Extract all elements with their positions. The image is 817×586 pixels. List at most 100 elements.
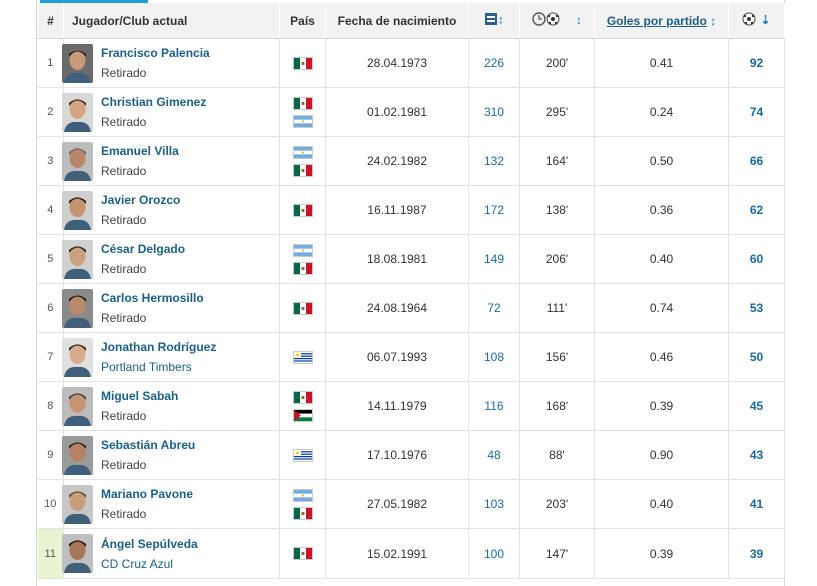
appearances-link[interactable]: 172 bbox=[483, 203, 505, 217]
appearances-link[interactable]: 116 bbox=[484, 399, 504, 413]
player-photo[interactable] bbox=[62, 43, 93, 83]
table-right-border bbox=[784, 0, 785, 586]
player-photo[interactable] bbox=[62, 484, 93, 524]
player-photo[interactable] bbox=[62, 190, 93, 230]
minutes-per-goal-cell: 156' bbox=[519, 332, 595, 382]
player-name-link[interactable]: Miguel Sabah bbox=[101, 389, 179, 403]
minutes-sort-header[interactable]: ↕ bbox=[519, 3, 595, 39]
appearances-link[interactable]: 100 bbox=[483, 546, 505, 561]
goals-link[interactable]: 66 bbox=[749, 154, 764, 168]
player-name-link[interactable]: Christian Gimenez bbox=[101, 95, 207, 109]
table-row: 2 Christian Gimenez Retirado 01.02.1981 … bbox=[37, 87, 785, 137]
player-cell: Mariano Pavone Retirado bbox=[62, 479, 280, 529]
player-name-link[interactable]: Sebastián Abreu bbox=[101, 438, 196, 452]
table-row: 8 Miguel Sabah Retirado 14.11.1979 116 1… bbox=[37, 381, 785, 431]
country-cell bbox=[279, 283, 326, 333]
minutes-per-goal-cell: 164' bbox=[519, 136, 595, 186]
country-cell bbox=[279, 234, 326, 284]
sort-arrows-icon: ↕ bbox=[576, 12, 582, 27]
rank-cell: 7 bbox=[37, 332, 64, 382]
appearances-sort-header[interactable]: ↕ bbox=[468, 3, 520, 39]
player-name-link[interactable]: Javier Orozco bbox=[101, 193, 181, 207]
player-club: Retirado bbox=[101, 164, 147, 178]
country-cell bbox=[279, 332, 326, 382]
player-club-link[interactable]: CD Cruz Azul bbox=[101, 556, 174, 571]
appearances-cell: 172 bbox=[468, 185, 520, 235]
player-cell: Ángel Sepúlveda CD Cruz Azul bbox=[62, 528, 280, 579]
appearances-cell: 103 bbox=[468, 479, 520, 529]
goals-link[interactable]: 50 bbox=[749, 350, 764, 364]
appearances-link[interactable]: 132 bbox=[483, 154, 505, 168]
appearances-link[interactable]: 72 bbox=[487, 301, 501, 315]
player-photo[interactable] bbox=[62, 141, 93, 181]
appearances-cell: 48 bbox=[468, 430, 520, 480]
player-name-link[interactable]: César Delgado bbox=[101, 242, 186, 256]
player-name-link[interactable]: Mariano Pavone bbox=[101, 487, 194, 501]
player-photo[interactable] bbox=[62, 239, 93, 279]
goals-cell: 43 bbox=[728, 430, 785, 480]
goals-link[interactable]: 53 bbox=[749, 301, 764, 315]
goals-link[interactable]: 43 bbox=[749, 448, 764, 462]
player-name-link[interactable]: Jonathan Rodríguez bbox=[101, 340, 217, 354]
goals-link[interactable]: 39 bbox=[749, 546, 764, 561]
table-row: 3 Emanuel Villa Retirado 24.02.1982 132 … bbox=[37, 136, 785, 186]
player-photo[interactable] bbox=[62, 435, 93, 475]
birthdate-cell: 01.02.1981 bbox=[325, 87, 469, 137]
rank-cell: 5 bbox=[37, 234, 64, 284]
birthdate-cell: 06.07.1993 bbox=[325, 332, 469, 382]
goals-cell: 39 bbox=[728, 528, 785, 579]
player-name-link[interactable]: Carlos Hermosillo bbox=[101, 291, 204, 305]
minutes-per-goal-cell: 88' bbox=[519, 430, 595, 480]
rank-cell: 10 bbox=[37, 479, 64, 529]
table-row: 1 Francisco Palencia Retirado 28.04.1973… bbox=[37, 38, 785, 88]
player-club: Retirado bbox=[101, 66, 147, 80]
goals-sort-header[interactable]: ⇣ bbox=[728, 3, 785, 39]
appearances-link[interactable]: 48 bbox=[487, 448, 501, 462]
table-row: 11 Ángel Sepúlveda CD Cruz Azul 15.02.19… bbox=[37, 528, 785, 579]
country-cell bbox=[279, 87, 326, 137]
player-photo[interactable] bbox=[62, 288, 93, 328]
goals-per-game-sort-header[interactable]: Goles por partido ↕ bbox=[594, 3, 729, 39]
minutes-per-goal-cell: 168' bbox=[519, 381, 595, 431]
goals-link[interactable]: 74 bbox=[749, 105, 764, 119]
player-photo[interactable] bbox=[62, 534, 93, 573]
player-name-link[interactable]: Francisco Palencia bbox=[101, 46, 210, 60]
player-photo[interactable] bbox=[62, 386, 93, 426]
goals-link[interactable]: 41 bbox=[749, 497, 764, 511]
goals-link[interactable]: 92 bbox=[749, 56, 764, 70]
rank-cell: 1 bbox=[37, 38, 64, 88]
top-scorers-table: # Jugador/Club actual País Fecha de naci… bbox=[37, 3, 785, 579]
appearances-link[interactable]: 226 bbox=[483, 56, 505, 70]
appearances-link[interactable]: 310 bbox=[483, 105, 505, 119]
table-row: 9 Sebastián Abreu Retirado 17.10.1976 48… bbox=[37, 430, 785, 480]
goals-cell: 62 bbox=[728, 185, 785, 235]
goals-per-game-link[interactable]: Goles por partido bbox=[606, 13, 707, 28]
goals-link[interactable]: 62 bbox=[749, 203, 764, 217]
sort-arrows-icon: ↕ bbox=[498, 12, 504, 27]
player-club-link[interactable]: Portland Timbers bbox=[101, 360, 192, 374]
player-header: Jugador/Club actual bbox=[63, 3, 280, 39]
country-header: País bbox=[279, 3, 326, 39]
country-cell bbox=[279, 381, 326, 431]
country-cell bbox=[279, 430, 326, 480]
player-name-link[interactable]: Emanuel Villa bbox=[101, 144, 179, 158]
player-photo[interactable] bbox=[62, 92, 93, 132]
player-name-link[interactable]: Ángel Sepúlveda bbox=[101, 536, 198, 551]
goals-link[interactable]: 45 bbox=[749, 399, 764, 413]
goals-cell: 53 bbox=[728, 283, 785, 333]
appearances-cell: 100 bbox=[468, 528, 520, 579]
player-cell: Emanuel Villa Retirado bbox=[62, 136, 280, 186]
goals-per-game-cell: 0.36 bbox=[594, 185, 729, 235]
player-cell: Sebastián Abreu Retirado bbox=[62, 430, 280, 480]
minutes-ball-icon bbox=[532, 12, 562, 29]
goals-cell: 66 bbox=[728, 136, 785, 186]
appearances-link[interactable]: 103 bbox=[483, 497, 505, 511]
player-photo[interactable] bbox=[62, 337, 93, 377]
goals-link[interactable]: 60 bbox=[749, 252, 764, 266]
argentina-flag-icon bbox=[292, 145, 313, 159]
appearances-link[interactable]: 108 bbox=[483, 350, 505, 364]
appearances-link[interactable]: 149 bbox=[483, 252, 505, 266]
goals-per-game-cell: 0.90 bbox=[594, 430, 729, 480]
minutes-per-goal: 295' bbox=[545, 105, 569, 119]
player-club: Retirado bbox=[101, 115, 147, 129]
